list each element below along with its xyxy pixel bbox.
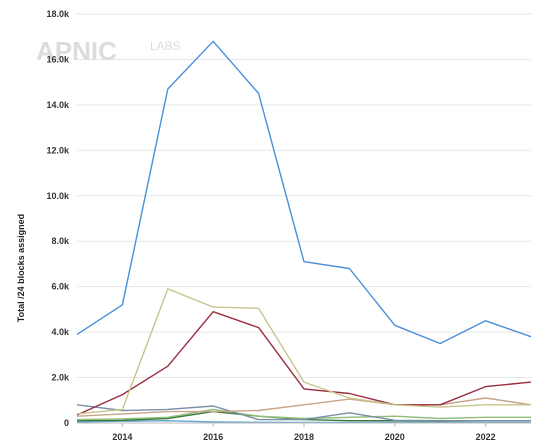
y-tick-label: 14.0k [46,100,70,110]
series-lines [76,40,532,424]
series-line [76,288,531,415]
y-axis-ticks: 0 2.0k 4.0k 6.0k 8.0k 10.0k 12.0k 14.0k 16.0k 18.… [46,9,70,428]
y-tick-label: 18.0k [46,9,70,19]
y-axis-label: Total /24 blocks assigned [16,214,26,322]
y-tick-label: 10.0k [46,191,70,201]
y-tick-label: 16.0k [46,54,70,64]
series-line [76,397,532,417]
y-tick-label: 6.0k [51,282,70,292]
series-line [76,408,531,421]
x-tick-label: 2022 [476,432,496,442]
watermark-suffix: LABS [150,39,181,53]
y-tick-label: 12.0k [46,145,70,155]
y-tick-label: 4.0k [51,327,70,337]
series-line [76,311,532,416]
y-tick-label: 0 [64,418,69,428]
x-tick-label: 2014 [112,432,132,442]
watermark: APNIC LABS [36,36,181,66]
y-tick-label: 8.0k [51,236,70,246]
watermark-brand: APNIC [36,36,117,66]
x-tick-label: 2016 [203,432,223,442]
x-tick-label: 2018 [294,432,314,442]
x-axis-ticks: 2014 2016 2018 2020 2022 [112,423,496,442]
series-line [76,404,531,422]
y-tick-label: 2.0k [51,373,70,383]
x-tick-label: 2020 [385,432,405,442]
gridlines [77,13,531,379]
series-line [76,40,532,345]
